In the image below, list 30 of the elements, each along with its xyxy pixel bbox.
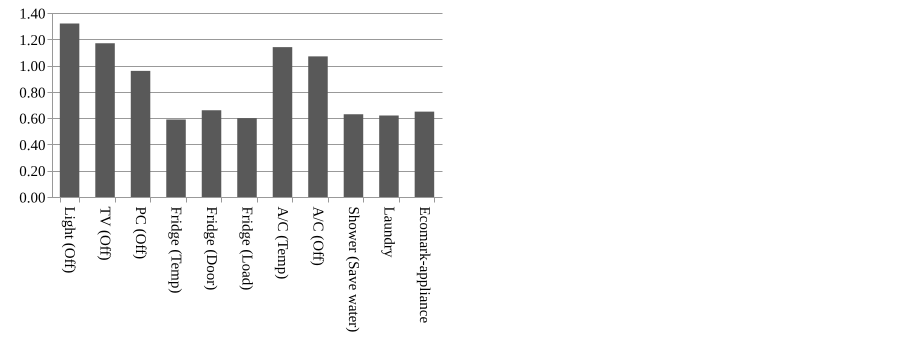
x-tick-label: A/C (Temp)	[274, 206, 290, 280]
x-tick-label: Fridge (Door)	[203, 206, 220, 290]
x-tick-label: Fridge (Load)	[238, 206, 254, 290]
y-tick-label: 0.40	[19, 138, 46, 154]
bar	[95, 43, 115, 197]
x-tick-label: Shower (Save water)	[344, 206, 361, 332]
x-tick-label: PC (Off)	[132, 206, 148, 260]
bar	[166, 119, 186, 197]
x-tick-label: Laundry	[380, 206, 396, 258]
y-tick-label: 1.20	[19, 32, 46, 49]
x-tick-label: Light (Off)	[61, 206, 78, 274]
bar	[130, 70, 150, 197]
x-tick-label: Fridge (Temp)	[168, 206, 184, 294]
bar	[237, 118, 257, 197]
y-tick-label: 0.60	[19, 112, 46, 128]
bar	[414, 112, 434, 197]
y-tick-label: 1.00	[19, 59, 46, 76]
bar	[272, 47, 292, 197]
bar	[344, 114, 364, 197]
bar	[60, 24, 80, 197]
bar	[308, 56, 328, 197]
y-tick-label: 0.80	[19, 85, 46, 102]
y-tick-label: 0.00	[19, 190, 46, 206]
x-tick-label: TV (Off)	[96, 206, 113, 261]
x-tick-label: Ecomark-appliance	[416, 206, 432, 324]
y-tick-label: 0.20	[19, 164, 46, 180]
bar	[379, 116, 399, 197]
bar	[202, 110, 222, 197]
y-tick-label: 1.40	[19, 6, 46, 22]
x-tick-label: A/C (Off)	[309, 206, 326, 266]
